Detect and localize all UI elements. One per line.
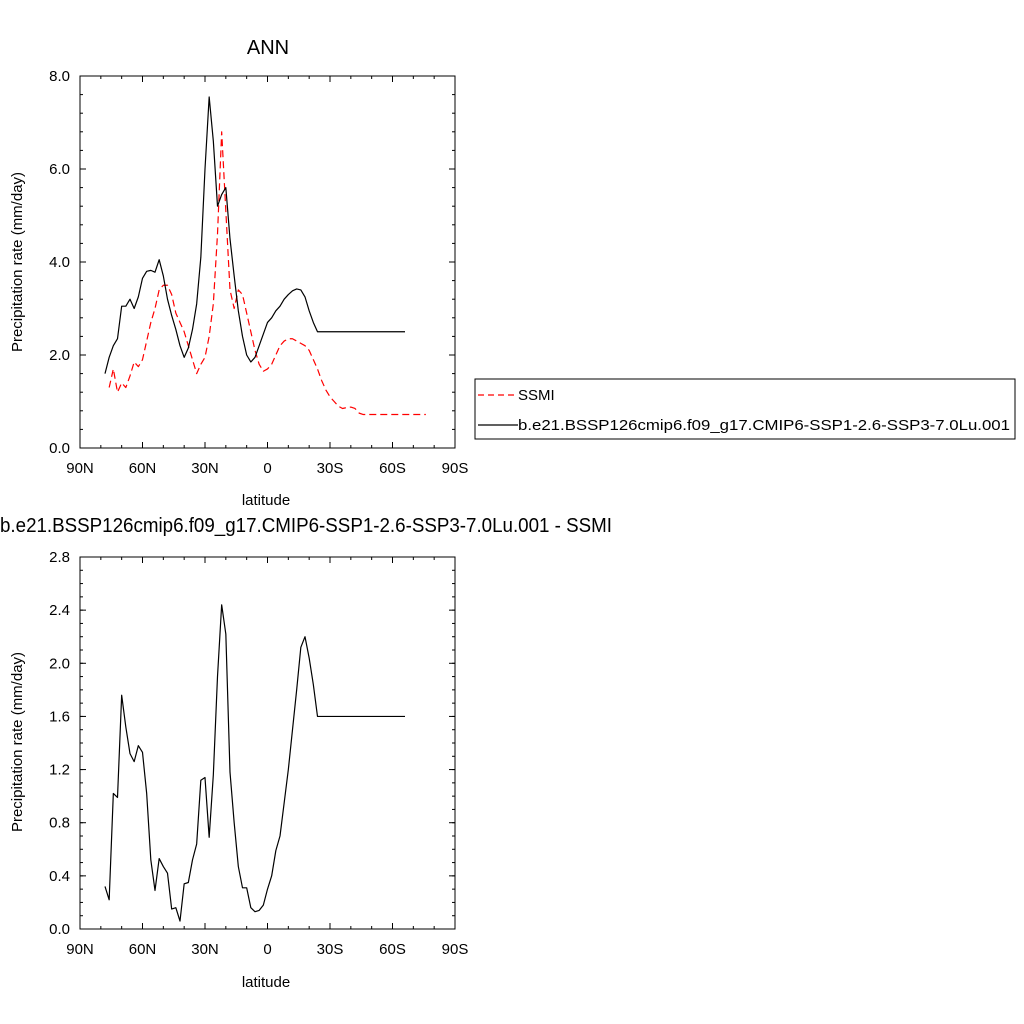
y-tick-label: 8.0 — [49, 68, 70, 85]
panel-difference: b.e21.BSSP126cmip6.f09_g17.CMIP6-SSP1-2.… — [0, 515, 612, 991]
x-tick-label: 30N — [191, 460, 219, 477]
chart-title: b.e21.BSSP126cmip6.f09_g17.CMIP6-SSP1-2.… — [0, 515, 612, 537]
x-tick-label: 0 — [263, 460, 271, 477]
x-tick-label: 30S — [317, 941, 344, 958]
x-tick-labels: 90N 60N 30N 0 30S 60S 90S — [66, 941, 468, 958]
y-tick-label: 0.8 — [49, 815, 70, 832]
x-tick-label: 60N — [129, 941, 157, 958]
y-tick-label: 2.0 — [49, 347, 70, 364]
y-tick-label: 0.4 — [49, 868, 70, 885]
y-tick-label: 1.6 — [49, 708, 70, 725]
chart-title: ANN — [247, 37, 289, 59]
series-line-ssmi — [108, 131, 426, 416]
series-line-difference — [104, 604, 405, 922]
y-tick-label: 1.2 — [49, 762, 70, 779]
y-tick-labels: 0.0 0.4 0.8 1.2 1.6 2.0 2.4 2.8 — [49, 549, 70, 938]
legend-box — [474, 378, 1016, 440]
axis-ticks — [79, 556, 456, 930]
y-tick-label: 4.0 — [49, 254, 70, 271]
x-tick-label: 90N — [66, 460, 94, 477]
x-tick-label: 30S — [317, 460, 344, 477]
series-lines — [104, 96, 426, 416]
y-tick-label: 0.0 — [49, 921, 70, 938]
legend-label-model: b.e21.BSSP126cmip6.f09_g17.CMIP6-SSP1-2.… — [518, 417, 1010, 434]
y-axis-label: Precipitation rate (mm/day) — [9, 172, 26, 352]
x-tick-labels: 90N 60N 30N 0 30S 60S 90S — [66, 460, 468, 477]
y-tick-label: 6.0 — [49, 161, 70, 178]
series-line-b-e21-bssp126cmip6-f09-g — [104, 96, 405, 374]
x-tick-label: 60S — [379, 941, 406, 958]
y-axis-label: Precipitation rate (mm/day) — [9, 652, 26, 832]
plot-frame — [79, 556, 456, 930]
panel-annual-precipitation: ANN 90N 60N 30N 0 30S 60S 90S 0.02.04.06.08.0 … — [9, 37, 468, 509]
x-tick-label: 0 — [263, 941, 271, 958]
legend: SSMI b.e21.BSSP126cmip6.f09_g17.CMIP6-SS… — [474, 378, 1016, 440]
x-tick-label: 30N — [191, 941, 219, 958]
legend-label-ssmi: SSMI — [518, 387, 555, 404]
plot-frame — [79, 75, 456, 449]
series-lines — [104, 604, 405, 922]
x-axis-label: latitude — [242, 492, 290, 509]
axis-ticks — [79, 75, 456, 449]
y-tick-label: 2.8 — [49, 549, 70, 566]
y-tick-labels: 0.0 2.0 4.0 6.0 8.0 — [49, 68, 70, 457]
y-tick-label: 2.4 — [49, 602, 70, 619]
x-tick-label: 90N — [66, 941, 94, 958]
x-tick-label: 90S — [442, 460, 469, 477]
x-tick-label: 60S — [379, 460, 406, 477]
y-tick-label: 2.0 — [49, 655, 70, 672]
x-tick-label: 60N — [129, 460, 157, 477]
x-axis-label: latitude — [242, 974, 290, 991]
y-tick-label: 0.0 — [49, 440, 70, 457]
x-tick-label: 90S — [442, 941, 469, 958]
